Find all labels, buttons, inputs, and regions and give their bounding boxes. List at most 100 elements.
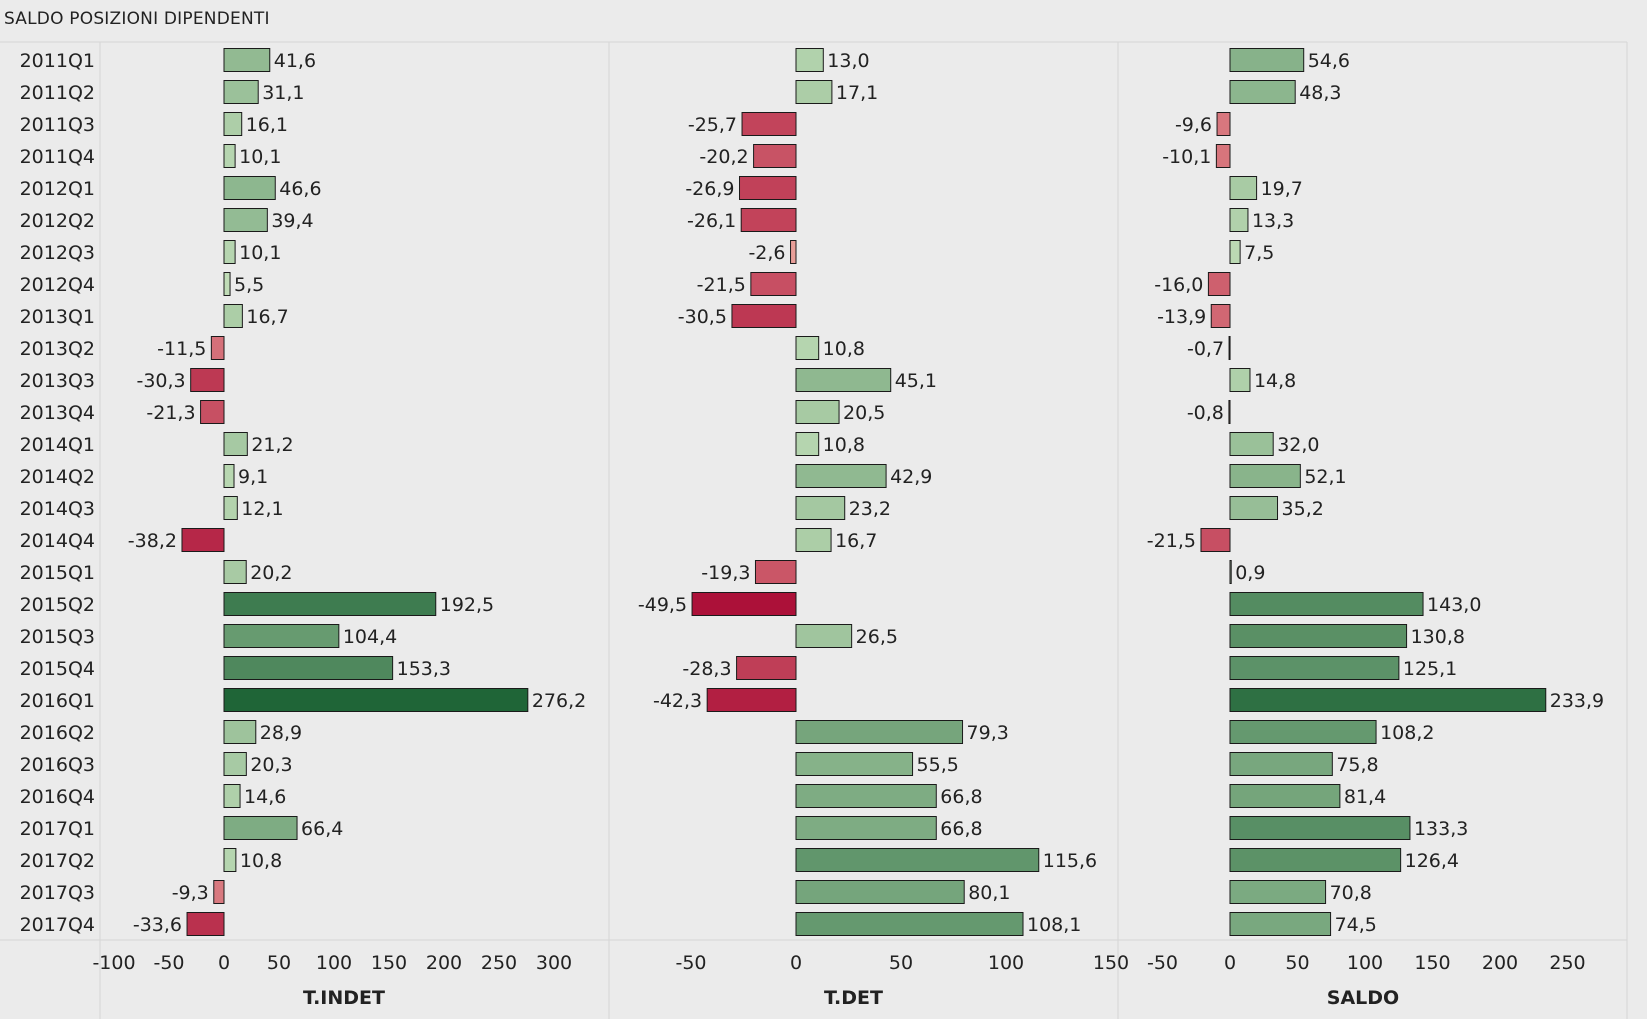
bar (223, 816, 298, 840)
bar (753, 144, 797, 168)
data-label: -19,3 (701, 562, 750, 584)
bar (750, 272, 797, 296)
data-label: 42,9 (890, 466, 932, 488)
row-label: 2011Q1 (20, 50, 95, 72)
bar (1229, 592, 1424, 616)
row-label: 2016Q4 (20, 786, 95, 808)
bar (223, 80, 259, 104)
axis-tick-label: -50 (153, 952, 184, 974)
data-label: 70,8 (1330, 882, 1372, 904)
bar (223, 208, 268, 232)
bar (213, 880, 225, 904)
bar (1229, 80, 1296, 104)
axis-tick-label: 300 (536, 952, 572, 974)
bar (223, 304, 243, 328)
bar (1228, 400, 1231, 424)
bar (1229, 752, 1333, 776)
data-label: 20,3 (250, 754, 292, 776)
axis-tick-label: 100 (988, 952, 1024, 974)
bar (223, 688, 529, 712)
bar (795, 48, 824, 72)
axis-tick-label: 200 (426, 952, 462, 974)
data-label: -26,1 (687, 210, 736, 232)
axis-tick-label: 100 (316, 952, 352, 974)
data-label: -25,7 (688, 114, 737, 136)
bar (795, 912, 1024, 936)
bar (795, 496, 846, 520)
data-label: -21,5 (697, 274, 746, 296)
data-label: 81,4 (1344, 786, 1386, 808)
row-label: 2012Q3 (20, 242, 95, 264)
bar (223, 496, 238, 520)
bar (223, 784, 241, 808)
data-label: -26,9 (685, 178, 734, 200)
data-label: 233,9 (1550, 690, 1604, 712)
data-label: 19,7 (1261, 178, 1303, 200)
data-label: -0,8 (1187, 402, 1224, 424)
axis-tick-label: -100 (92, 952, 135, 974)
bar (1229, 240, 1241, 264)
data-label: -13,9 (1157, 306, 1206, 328)
bar (795, 784, 937, 808)
data-label: -33,6 (133, 914, 182, 936)
data-label: 16,7 (835, 530, 877, 552)
data-label: -42,3 (653, 690, 702, 712)
data-label: 104,4 (343, 626, 397, 648)
bar (223, 464, 235, 488)
bar (1229, 464, 1301, 488)
data-label: 41,6 (274, 50, 316, 72)
axis-tick-label: 50 (1285, 952, 1309, 974)
data-label: 79,3 (967, 722, 1009, 744)
bar (739, 176, 797, 200)
data-label: 35,2 (1282, 498, 1324, 520)
bar (691, 592, 797, 616)
bar (731, 304, 797, 328)
data-label: 14,8 (1254, 370, 1296, 392)
bar (795, 752, 914, 776)
bar (795, 400, 840, 424)
bar (223, 112, 243, 136)
data-label: 10,1 (239, 146, 281, 168)
bar (1229, 48, 1305, 72)
bar (795, 336, 820, 360)
bar (1229, 496, 1279, 520)
data-label: 10,8 (240, 850, 282, 872)
bar (223, 560, 247, 584)
data-label: 80,1 (968, 882, 1010, 904)
data-label: -38,2 (128, 530, 177, 552)
row-label: 2014Q2 (20, 466, 95, 488)
row-label: 2011Q4 (20, 146, 95, 168)
bar (223, 752, 247, 776)
data-label: 66,4 (301, 818, 343, 840)
data-label: 23,2 (849, 498, 891, 520)
data-label: -16,0 (1154, 274, 1203, 296)
bar (190, 368, 225, 392)
data-label: 45,1 (895, 370, 937, 392)
row-label: 2017Q3 (20, 882, 95, 904)
bar (740, 208, 797, 232)
axis-tick-label: 150 (371, 952, 407, 974)
bar (186, 912, 225, 936)
data-label: 108,1 (1027, 914, 1081, 936)
row-label: 2013Q4 (20, 402, 95, 424)
data-label: 20,2 (250, 562, 292, 584)
data-label: 14,6 (244, 786, 286, 808)
data-label: 10,8 (823, 338, 865, 360)
bar (795, 848, 1040, 872)
data-label: 48,3 (1299, 82, 1341, 104)
bar (1229, 784, 1341, 808)
data-label: 108,2 (1380, 722, 1434, 744)
row-label: 2012Q2 (20, 210, 95, 232)
row-label: 2015Q3 (20, 626, 95, 648)
bar (223, 656, 394, 680)
data-label: 52,1 (1304, 466, 1346, 488)
data-label: 13,3 (1252, 210, 1294, 232)
bar (223, 144, 236, 168)
bar (1229, 688, 1547, 712)
row-label: 2014Q1 (20, 434, 95, 456)
axis-tick-label: -50 (1147, 952, 1178, 974)
row-label: 2014Q4 (20, 530, 95, 552)
axis-tick-label: 200 (1482, 952, 1518, 974)
axis-tick-label: -50 (675, 952, 706, 974)
row-label: 2013Q1 (20, 306, 95, 328)
